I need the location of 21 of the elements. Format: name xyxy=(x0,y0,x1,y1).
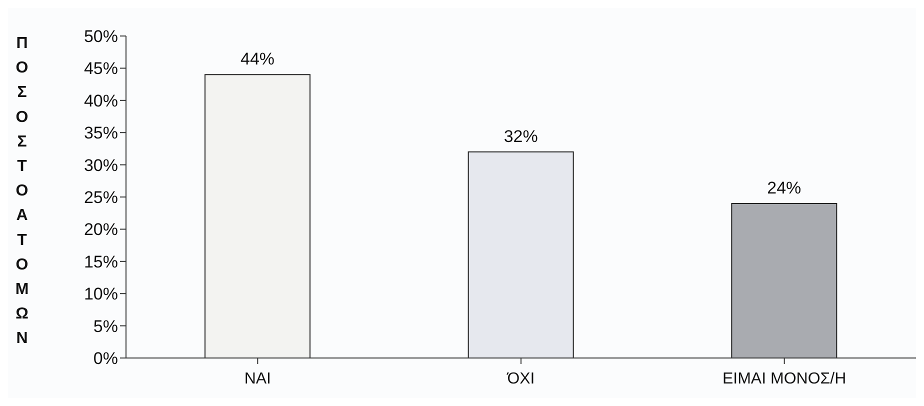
x-tick-label: ΝΑΙ xyxy=(244,370,272,388)
y-tick-label: 40% xyxy=(84,91,118,110)
y-tick-label: 20% xyxy=(84,220,118,240)
data-label: 24% xyxy=(767,178,802,198)
y-tick-label: 10% xyxy=(84,284,118,304)
data-label: 32% xyxy=(504,126,538,146)
data-label: 44% xyxy=(240,50,275,69)
y-tick-label: 15% xyxy=(84,252,118,272)
y-tick-label: 0% xyxy=(93,349,118,368)
y-tick-label: 30% xyxy=(84,156,118,175)
x-tick-label: ΌΧΙ xyxy=(506,370,535,388)
bar xyxy=(204,74,310,358)
bar xyxy=(468,151,574,358)
y-tick-label: 25% xyxy=(84,188,118,208)
x-tick-label: ΕΙΜΑΙ ΜΟΝΟΣ/Η xyxy=(722,370,846,388)
y-tick-label: 5% xyxy=(93,316,118,336)
y-tick-label: 45% xyxy=(84,59,118,78)
y-tick-label: 35% xyxy=(84,124,118,143)
y-tick-label: 50% xyxy=(84,27,118,46)
text: ΠΟΣΟΣΤΟ ΑΤΟΜΩΝ xyxy=(15,35,29,348)
bar xyxy=(731,202,838,358)
